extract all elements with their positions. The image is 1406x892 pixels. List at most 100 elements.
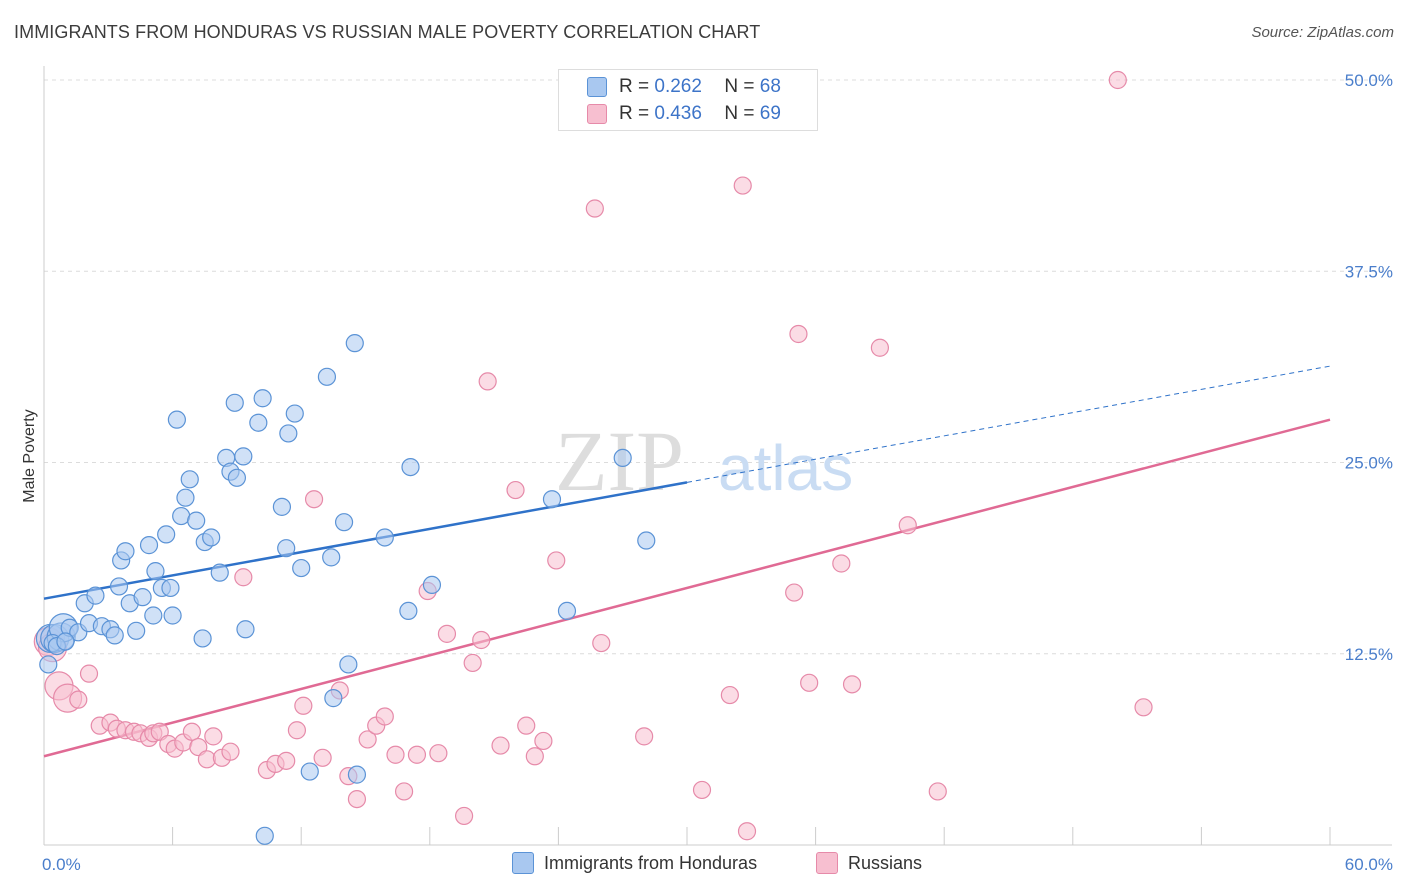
- axes: [43, 66, 1392, 846]
- russians-point: [437, 624, 457, 643]
- russians-point: [287, 721, 307, 740]
- honduras-point: [613, 448, 632, 468]
- russians-point: [898, 516, 917, 535]
- russians-point: [472, 630, 491, 650]
- bottom-legend-honduras: Immigrants from Honduras: [512, 852, 757, 874]
- russians-point: [842, 675, 862, 694]
- honduras-point: [210, 563, 229, 582]
- russians-point: [386, 745, 405, 764]
- legend: R = 0.262 N = 68 R = 0.436 N = 69: [558, 69, 818, 131]
- russians-point: [785, 583, 804, 602]
- russians-point: [478, 372, 497, 391]
- russians-trend-line: [43, 418, 1331, 758]
- legend-n-label: N =: [724, 76, 755, 97]
- honduras-point: [637, 531, 656, 550]
- honduras-point: [557, 601, 577, 621]
- legend-r-value: 0.262: [654, 76, 702, 97]
- honduras-point: [193, 629, 212, 648]
- russians-point: [585, 199, 604, 218]
- source-label: Source: ZipAtlas.com: [1251, 24, 1394, 41]
- bottom-legend-label: Russians: [848, 852, 923, 873]
- russians-point: [506, 480, 525, 500]
- russians-point: [182, 722, 201, 741]
- russians-point: [304, 490, 324, 509]
- honduras-point: [172, 506, 191, 526]
- honduras-point: [422, 575, 442, 595]
- russians-point: [375, 707, 394, 726]
- legend-row-honduras: R = 0.262 N = 68: [587, 74, 781, 100]
- honduras-point: [56, 632, 75, 651]
- russians-point: [525, 747, 544, 766]
- honduras-point: [146, 562, 165, 581]
- honduras-point: [163, 606, 182, 625]
- honduras-point: [317, 367, 337, 386]
- russians-point: [204, 727, 223, 746]
- russians-point: [313, 748, 332, 767]
- y-tick-label: 12.5%: [1345, 645, 1393, 664]
- honduras-point: [105, 626, 124, 645]
- honduras-point: [253, 389, 272, 408]
- honduras-point: [187, 511, 206, 530]
- y-tick-label: 50.0%: [1345, 71, 1393, 90]
- honduras-point: [324, 689, 343, 708]
- y-tick-label: 25.0%: [1345, 454, 1393, 473]
- honduras-points: [35, 334, 656, 845]
- honduras-point: [542, 490, 562, 509]
- russians-point: [491, 736, 510, 755]
- honduras-point: [277, 539, 296, 558]
- russians-point: [635, 727, 654, 746]
- legend-r-label: R =: [619, 76, 650, 97]
- legend-swatch-blue: [587, 77, 607, 97]
- tick-labels: 12.5% 25.0% 37.5% 50.0% 0.0% 60.0%: [42, 71, 1393, 874]
- honduras-point: [116, 542, 135, 561]
- honduras-point: [334, 513, 354, 532]
- russians-points: [33, 70, 1153, 841]
- honduras-point: [272, 497, 292, 516]
- russians-point: [789, 324, 808, 344]
- honduras-point: [202, 528, 221, 547]
- honduras-point: [322, 548, 341, 567]
- honduras-point: [39, 655, 58, 674]
- honduras-point: [144, 606, 163, 625]
- russians-point: [870, 338, 890, 357]
- honduras-point: [255, 826, 274, 845]
- russians-point: [197, 750, 216, 769]
- honduras-point: [180, 470, 199, 489]
- honduras-point: [225, 393, 244, 412]
- russians-point: [592, 633, 611, 653]
- russians-point: [800, 673, 819, 692]
- honduras-point: [345, 334, 364, 353]
- russians-point: [358, 730, 377, 749]
- honduras-point: [292, 558, 311, 578]
- russians-point: [277, 751, 296, 770]
- honduras-point: [157, 525, 176, 544]
- honduras-point: [236, 620, 255, 639]
- x-tick-label: 60.0%: [1345, 855, 1393, 874]
- honduras-point: [127, 621, 146, 640]
- russians-point: [547, 551, 566, 570]
- russians-point: [79, 664, 99, 683]
- honduras-point: [86, 586, 105, 605]
- legend-r-value: 0.436: [654, 103, 702, 124]
- russians-point: [454, 806, 474, 826]
- legend-swatch-pink: [587, 104, 607, 124]
- honduras-point: [285, 404, 304, 423]
- russians-point: [928, 782, 947, 801]
- honduras-trend-line: [43, 481, 688, 600]
- honduras-point: [249, 413, 268, 432]
- russians-point: [692, 780, 712, 800]
- honduras-point: [399, 601, 418, 621]
- honduras-point: [300, 762, 319, 781]
- x-tick-label: 0.0%: [42, 855, 81, 874]
- russians-point: [294, 696, 313, 715]
- russians-point: [720, 685, 739, 705]
- russians-point: [221, 742, 240, 761]
- russians-point: [534, 731, 553, 751]
- russians-point: [463, 653, 482, 673]
- russians-point: [347, 789, 367, 809]
- honduras-point: [109, 577, 129, 596]
- honduras-point: [167, 410, 186, 429]
- honduras-point: [279, 424, 298, 443]
- russians-point: [832, 554, 851, 573]
